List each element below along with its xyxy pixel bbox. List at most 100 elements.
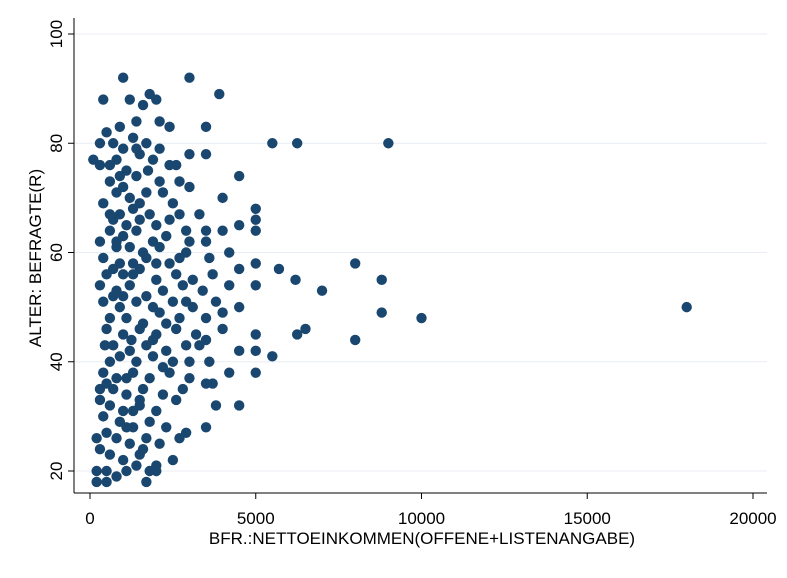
data-point (117, 269, 129, 280)
data-point (104, 209, 116, 220)
data-point (233, 400, 245, 411)
data-point (290, 274, 301, 286)
data-point (291, 329, 303, 340)
data-point (108, 291, 119, 302)
data-point (197, 285, 208, 296)
data-point (117, 72, 129, 83)
data-point (111, 471, 122, 482)
data-point (157, 389, 169, 400)
data-point (98, 296, 109, 307)
data-point (121, 312, 132, 324)
data-point (161, 345, 172, 357)
data-point (250, 214, 261, 225)
data-point (250, 367, 261, 378)
data-point (98, 94, 109, 105)
data-point (250, 329, 261, 340)
data-point (127, 132, 139, 143)
data-point (291, 138, 303, 149)
x-tick-label: 20000 (729, 509, 776, 528)
x-tick-label: 0 (85, 509, 94, 528)
data-point (180, 296, 192, 307)
data-point (184, 148, 195, 160)
data-point (131, 170, 142, 182)
data-point (164, 121, 175, 133)
data-point (108, 340, 119, 351)
data-point (224, 247, 235, 258)
data-point (154, 307, 165, 318)
data-point (376, 307, 387, 318)
data-point (91, 465, 102, 477)
data-point (94, 138, 106, 149)
data-point (117, 143, 129, 154)
data-point (200, 236, 212, 247)
data-point (200, 148, 212, 160)
data-point (114, 351, 126, 362)
data-point (108, 263, 119, 275)
data-point (250, 225, 261, 236)
data-point (350, 334, 361, 346)
data-point (121, 219, 132, 231)
data-point (131, 225, 142, 236)
data-point (151, 274, 162, 286)
data-point (177, 280, 189, 291)
x-axis-label: BFR.:NETTOEINKOMMEN(OFFENE+LISTENANGABE) (209, 529, 635, 548)
data-point (681, 301, 692, 313)
data-point (98, 411, 109, 422)
data-point (117, 405, 129, 417)
data-point (200, 225, 212, 236)
data-point (167, 356, 179, 367)
data-point (111, 236, 122, 247)
data-point (121, 389, 132, 400)
data-point (167, 198, 179, 209)
data-point (224, 367, 235, 378)
data-point (233, 263, 245, 275)
data-point (99, 340, 111, 351)
data-point (127, 269, 139, 280)
data-point (134, 198, 145, 209)
data-point (142, 165, 154, 176)
data-point (157, 362, 169, 373)
data-point (141, 433, 152, 444)
data-point (124, 438, 135, 449)
data-point (187, 274, 198, 286)
data-point (121, 422, 132, 433)
data-point (101, 378, 112, 389)
data-point (137, 99, 149, 111)
data-point (200, 422, 212, 433)
data-point (94, 159, 106, 171)
data-point (104, 225, 116, 236)
data-point (131, 116, 142, 127)
data-point (94, 236, 106, 247)
y-tick-label: 40 (47, 352, 66, 371)
data-point (101, 476, 112, 488)
data-point (151, 219, 162, 231)
data-point (174, 209, 185, 220)
data-point (210, 400, 222, 411)
x-tick-label: 5000 (237, 509, 275, 528)
data-point (101, 427, 112, 438)
y-tick-label: 100 (47, 20, 66, 48)
data-point (111, 372, 122, 384)
data-point (154, 116, 165, 127)
data-point (117, 329, 129, 340)
axes (73, 18, 767, 494)
data-point (141, 291, 152, 302)
data-point (111, 433, 122, 444)
data-point (98, 367, 109, 378)
y-tick-label: 60 (47, 243, 66, 262)
data-point (233, 219, 245, 231)
data-point (217, 307, 228, 318)
data-point (134, 214, 145, 225)
data-point (117, 291, 129, 302)
data-point (180, 225, 192, 236)
data-point (131, 296, 142, 307)
data-point (104, 312, 116, 324)
data-point (350, 258, 361, 269)
data-point (250, 345, 261, 357)
data-point (101, 323, 112, 335)
data-point (250, 203, 261, 214)
data-point (114, 301, 126, 313)
data-point (200, 312, 212, 324)
